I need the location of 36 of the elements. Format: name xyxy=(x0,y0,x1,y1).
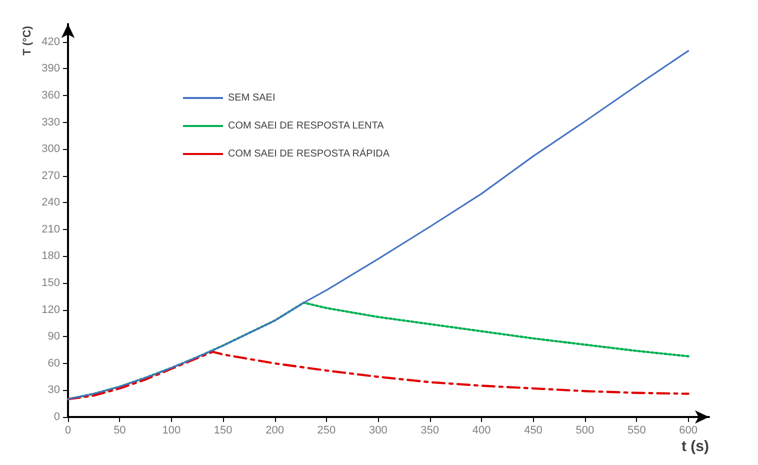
x-tick-label: 500 xyxy=(576,424,594,436)
x-tick-label: 350 xyxy=(420,424,440,436)
line-series xyxy=(67,50,690,400)
y-tick-label: 240 xyxy=(42,196,60,209)
x-tick-label: 100 xyxy=(162,424,181,436)
y-tick-label: 90 xyxy=(48,330,60,343)
y-tick-label: 120 xyxy=(42,304,60,316)
y-tick-label: 270 xyxy=(42,170,60,182)
y-tick-label: 420 xyxy=(42,36,60,48)
x-tick-label: 150 xyxy=(214,424,232,436)
line-series xyxy=(66,350,690,400)
legend-label: COM SAEI DE RESPOSTA LENTA xyxy=(228,120,384,132)
x-tick-label: 400 xyxy=(472,424,491,436)
y-tick-label: 390 xyxy=(42,62,60,75)
x-tick-label: 0 xyxy=(64,424,72,436)
x-tick-label: 300 xyxy=(368,424,388,436)
y-axis-title: T (°C) xyxy=(22,26,34,56)
y-tick-label: 60 xyxy=(48,357,60,370)
y-tick-label: 300 xyxy=(42,143,60,156)
y-tick-label: 150 xyxy=(42,277,60,290)
legend-label: COM SAEI DE RESPOSTA RÁPIDA xyxy=(228,148,390,160)
x-tick-label: 200 xyxy=(266,424,284,436)
line-series xyxy=(66,302,690,400)
x-axis-title: t (s) xyxy=(682,438,709,455)
y-tick-label: 30 xyxy=(48,384,60,396)
y-tick-label: 360 xyxy=(42,89,60,102)
x-tick-label: 600 xyxy=(679,424,698,436)
x-tick-label: 50 xyxy=(114,424,126,436)
x-tick-label: 450 xyxy=(524,424,542,436)
y-tick-label: 0 xyxy=(54,411,60,423)
y-tick-label: 210 xyxy=(42,223,60,236)
y-tick-label: 330 xyxy=(42,116,60,128)
legend-label: SEM SAEI xyxy=(228,92,276,104)
x-tick-label: 250 xyxy=(317,424,336,436)
y-tick-label: 180 xyxy=(42,250,60,262)
x-tick-label: 550 xyxy=(627,424,646,436)
